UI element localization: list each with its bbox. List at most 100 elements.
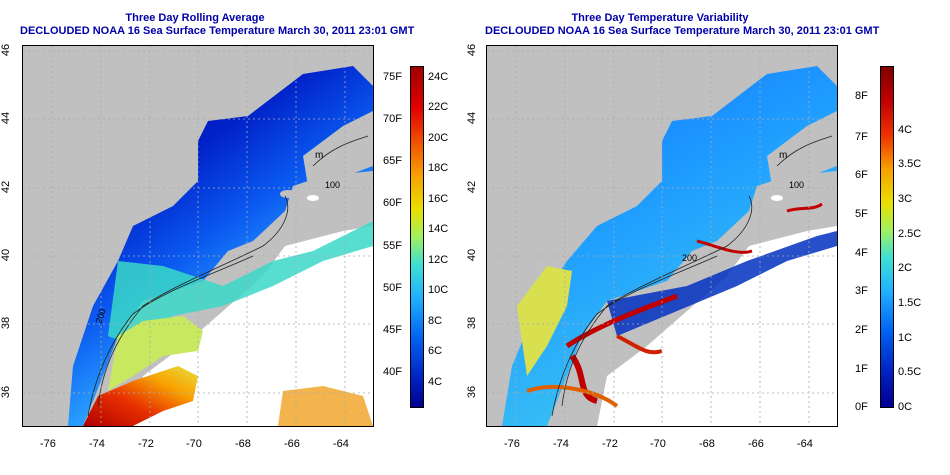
right-cb-c-label: 0.5C (898, 366, 922, 378)
left-map-svg: m 100 200 (23, 46, 373, 426)
left-lat-tick: 46 (0, 43, 13, 57)
right-cb-c-label: 0C (898, 401, 913, 413)
left-cb-c-label: 16C (428, 193, 449, 205)
left-lat-tick: 38 (0, 316, 13, 330)
right-shelf-yellow (517, 266, 572, 376)
left-m-label: m (315, 150, 323, 161)
right-front-6 (786, 202, 823, 213)
right-lon-tick: -70 (650, 438, 666, 450)
left-gulf-stream (83, 366, 198, 426)
right-lat-tick: 46 (466, 43, 479, 57)
right-lat-tick: 44 (466, 111, 479, 125)
left-lat-tick: 40 (0, 248, 13, 262)
left-cb-c-label: 6C (428, 345, 443, 357)
left-cb-c-label: 20C (428, 132, 449, 144)
left-lon-tick: -76 (40, 438, 56, 450)
right-200-label: 200 (682, 253, 697, 263)
right-cb-c-label: 2.5C (898, 228, 922, 240)
right-contour-ns (776, 135, 833, 167)
right-lon-tick: -74 (553, 438, 569, 450)
right-m-label: m (779, 150, 787, 161)
left-island (280, 190, 296, 198)
right-ocean (502, 66, 837, 426)
left-cb-c-label: 4C (428, 376, 443, 388)
right-title-line1: Three Day Temperature Variability (571, 12, 749, 24)
right-cb-f-label: 6F (855, 169, 868, 181)
left-contour-ns (312, 135, 369, 167)
right-title-line2: DECLOUDED NOAA 16 Sea Surface Temperatur… (485, 25, 880, 37)
left-cb-c-label: 8C (428, 315, 443, 327)
right-cb-f-label: 3F (855, 285, 868, 297)
right-lon-tick: -72 (602, 438, 618, 450)
right-deep-band (607, 231, 837, 336)
right-cb-f-label: 0F (855, 401, 868, 413)
right-cb-c-label: 4C (898, 124, 913, 136)
right-contour-100 (551, 255, 718, 417)
left-contour-200 (97, 195, 289, 407)
right-cb-f-label: 4F (855, 247, 868, 259)
right-front-1 (565, 293, 678, 349)
right-cb-f-label: 8F (855, 90, 868, 102)
right-island-cloud (771, 195, 783, 201)
left-cb-c-label: 14C (428, 223, 449, 235)
left-lon-tick: -74 (89, 438, 105, 450)
right-lat-tick: 42 (466, 180, 479, 194)
left-lon-tick: -70 (186, 438, 202, 450)
left-cb-f-label: 55F (383, 240, 402, 252)
left-cb-f-label: 70F (383, 113, 402, 125)
left-cb-f-label: 75F (383, 71, 402, 83)
left-cb-f-label: 65F (383, 155, 402, 167)
right-lat-tick: 40 (466, 248, 479, 262)
left-island-cloud (307, 195, 319, 201)
left-200-label: 200 (93, 307, 108, 325)
left-cb-f-label: 60F (383, 197, 402, 209)
right-front-2 (569, 354, 599, 404)
left-lat-tick: 36 (0, 385, 13, 399)
left-shelf-water (108, 221, 373, 346)
left-lon-tick: -72 (138, 438, 154, 450)
left-title-line1: Three Day Rolling Average (125, 12, 265, 24)
left-title-line2: DECLOUDED NOAA 16 Sea Surface Temperatur… (20, 25, 415, 37)
left-contour-100 (87, 255, 254, 417)
right-front-4 (526, 384, 619, 408)
left-colorbar (410, 66, 424, 408)
right-map-svg: m 100 200 (487, 46, 837, 426)
right-cb-f-label: 1F (855, 363, 868, 375)
left-cb-f-label: 50F (383, 282, 402, 294)
right-lon-tick: -64 (797, 438, 813, 450)
right-cb-c-label: 1.5C (898, 297, 922, 309)
left-lon-tick: -66 (284, 438, 300, 450)
right-cb-f-label: 5F (855, 208, 868, 220)
right-grid (487, 46, 837, 426)
left-cb-c-label: 18C (428, 162, 449, 174)
right-cb-c-label: 3C (898, 193, 913, 205)
left-warm-patch (278, 386, 373, 426)
left-nova-scotia (303, 111, 373, 186)
left-lat-tick: 42 (0, 180, 13, 194)
right-cb-c-label: 3.5C (898, 158, 922, 170)
left-lat-tick: 44 (0, 111, 13, 125)
right-lon-tick: -68 (699, 438, 715, 450)
right-nova-scotia (767, 111, 837, 186)
right-cb-c-label: 1C (898, 332, 913, 344)
left-sst-map: m 100 200 (22, 45, 374, 427)
right-100-label: 100 (789, 180, 804, 190)
right-cloud-area (597, 226, 837, 426)
right-cb-f-label: 2F (855, 324, 868, 336)
left-lon-tick: -68 (235, 438, 251, 450)
right-lat-tick: 36 (466, 385, 479, 399)
right-variability-map: m 100 200 (486, 45, 838, 427)
left-grid (23, 46, 373, 426)
left-cb-c-label: 24C (428, 71, 449, 83)
right-colorbar (880, 66, 894, 408)
right-cb-c-label: 2C (898, 262, 913, 274)
left-cb-c-label: 12C (428, 254, 449, 266)
left-warm-band (108, 316, 203, 391)
right-front-5 (696, 239, 753, 254)
left-100-label: 100 (325, 180, 340, 190)
right-front-3 (616, 334, 663, 355)
left-ocean-cool (68, 66, 373, 426)
left-cb-c-label: 22C (428, 101, 449, 113)
left-cb-f-label: 45F (383, 324, 402, 336)
left-lon-tick: -64 (333, 438, 349, 450)
